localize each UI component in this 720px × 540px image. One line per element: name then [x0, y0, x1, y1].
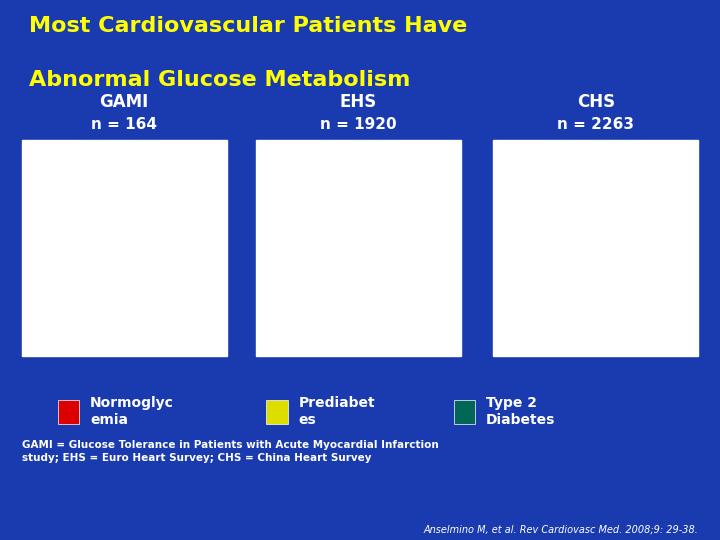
- Polygon shape: [520, 201, 596, 269]
- Text: GAMI: GAMI: [99, 93, 149, 111]
- Text: Most Cardiovascular Patients Have: Most Cardiovascular Patients Have: [29, 16, 467, 36]
- Text: 45%: 45%: [297, 232, 326, 245]
- Text: GAMI = Glucose Tolerance in Patients with Acute Myocardial Infarction
study; EHS: GAMI = Glucose Tolerance in Patients wit…: [22, 440, 438, 463]
- Text: Abnormal Glucose Metabolism: Abnormal Glucose Metabolism: [29, 70, 410, 90]
- Text: CHS: CHS: [577, 93, 615, 111]
- Text: n = 2263: n = 2263: [557, 117, 634, 132]
- Polygon shape: [60, 242, 195, 285]
- Text: 18%: 18%: [369, 214, 398, 227]
- Text: 36%: 36%: [538, 225, 568, 238]
- Text: 31%: 31%: [148, 221, 179, 234]
- Polygon shape: [335, 225, 434, 285]
- Text: n = 164: n = 164: [91, 117, 157, 132]
- Polygon shape: [537, 242, 672, 285]
- Text: 34%: 34%: [68, 224, 98, 237]
- Polygon shape: [596, 201, 672, 248]
- Text: Prediabet
es: Prediabet es: [299, 396, 375, 427]
- Text: EHS: EHS: [340, 93, 377, 111]
- Polygon shape: [48, 201, 124, 265]
- Text: 37%: 37%: [594, 261, 624, 274]
- Text: 27%: 27%: [616, 219, 647, 232]
- Text: Type 2
Diabetes: Type 2 Diabetes: [486, 396, 555, 427]
- Text: 35%: 35%: [114, 262, 143, 275]
- Polygon shape: [282, 201, 358, 282]
- Text: Normoglyc
emia: Normoglyc emia: [90, 396, 174, 427]
- Polygon shape: [124, 201, 200, 258]
- Text: 37%: 37%: [379, 253, 409, 266]
- Polygon shape: [358, 201, 427, 242]
- Text: Anselmino M, et al. Rev Cardiovasc Med. 2008;9: 29-38.: Anselmino M, et al. Rev Cardiovasc Med. …: [423, 524, 698, 535]
- Text: n = 1920: n = 1920: [320, 117, 397, 132]
